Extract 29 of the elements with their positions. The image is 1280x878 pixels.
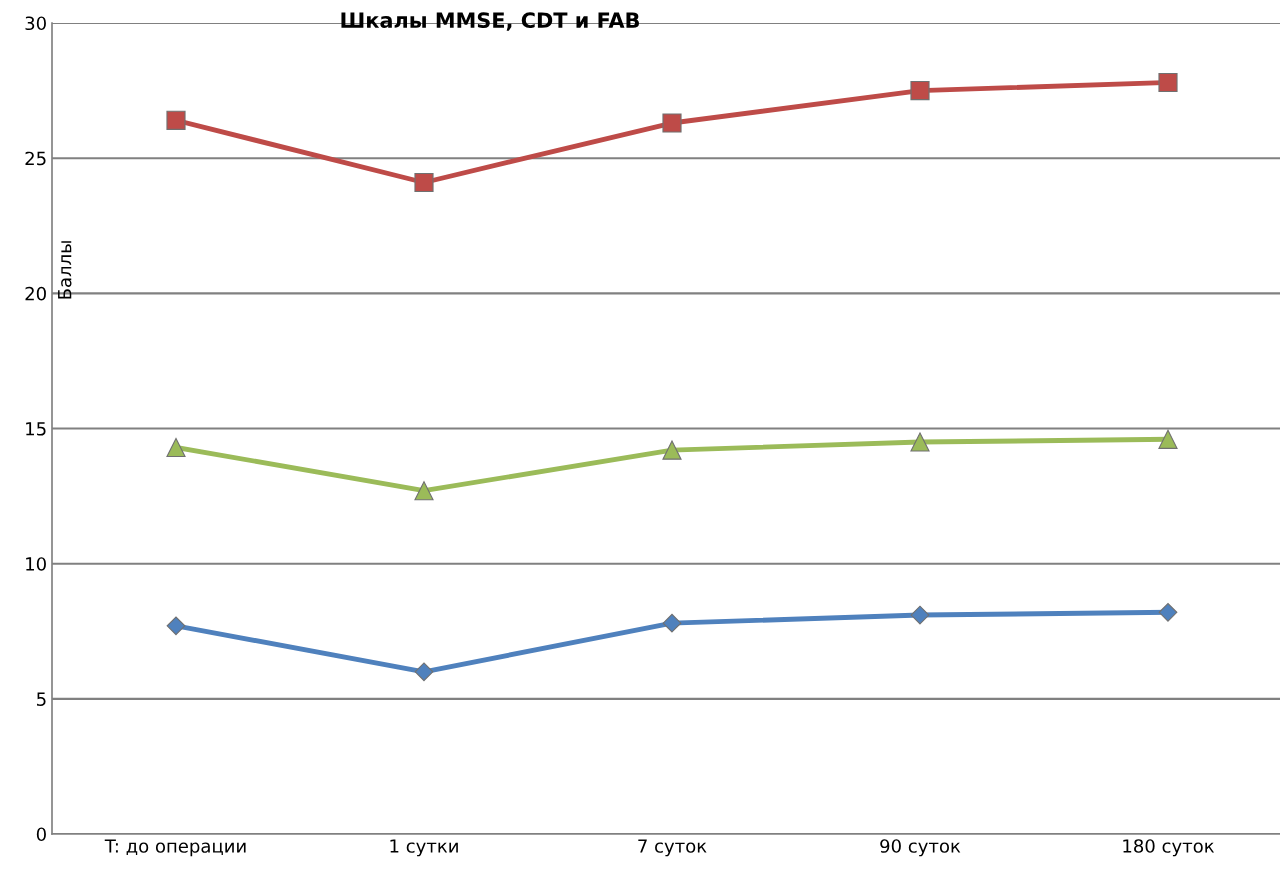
x-tick-label: 1 сутки — [390, 839, 458, 857]
y-tick-label: 0 — [36, 827, 46, 842]
chart-title: Шкалы MMSE, CDT и FAB — [341, 12, 639, 31]
y-tick-label: 20 — [25, 286, 46, 301]
point — [910, 81, 930, 101]
point — [662, 440, 682, 460]
point — [910, 605, 930, 625]
x-tick-label: 90 суток — [880, 839, 961, 857]
point — [662, 113, 682, 133]
x-tick-label: 180 суток — [1123, 839, 1215, 857]
point — [910, 432, 930, 452]
y-axis-title: Баллы — [58, 241, 72, 299]
x-tick-label: T: до операции — [104, 839, 246, 857]
point — [166, 616, 186, 636]
y-tick-label: 15 — [26, 422, 46, 436]
y-tick-label: 10 — [26, 557, 46, 571]
y-tick-label: 5 — [37, 692, 46, 706]
y-tick-label: 25 — [25, 151, 46, 166]
y-tick-label: 30 — [25, 16, 46, 31]
point — [662, 613, 682, 633]
point — [1158, 429, 1178, 449]
x-tick-label: 7 суток — [638, 839, 707, 857]
point — [166, 437, 186, 458]
point — [414, 172, 434, 193]
point — [166, 110, 186, 130]
point — [1158, 72, 1178, 93]
point — [414, 481, 434, 501]
point — [1158, 602, 1178, 622]
point — [414, 662, 434, 682]
